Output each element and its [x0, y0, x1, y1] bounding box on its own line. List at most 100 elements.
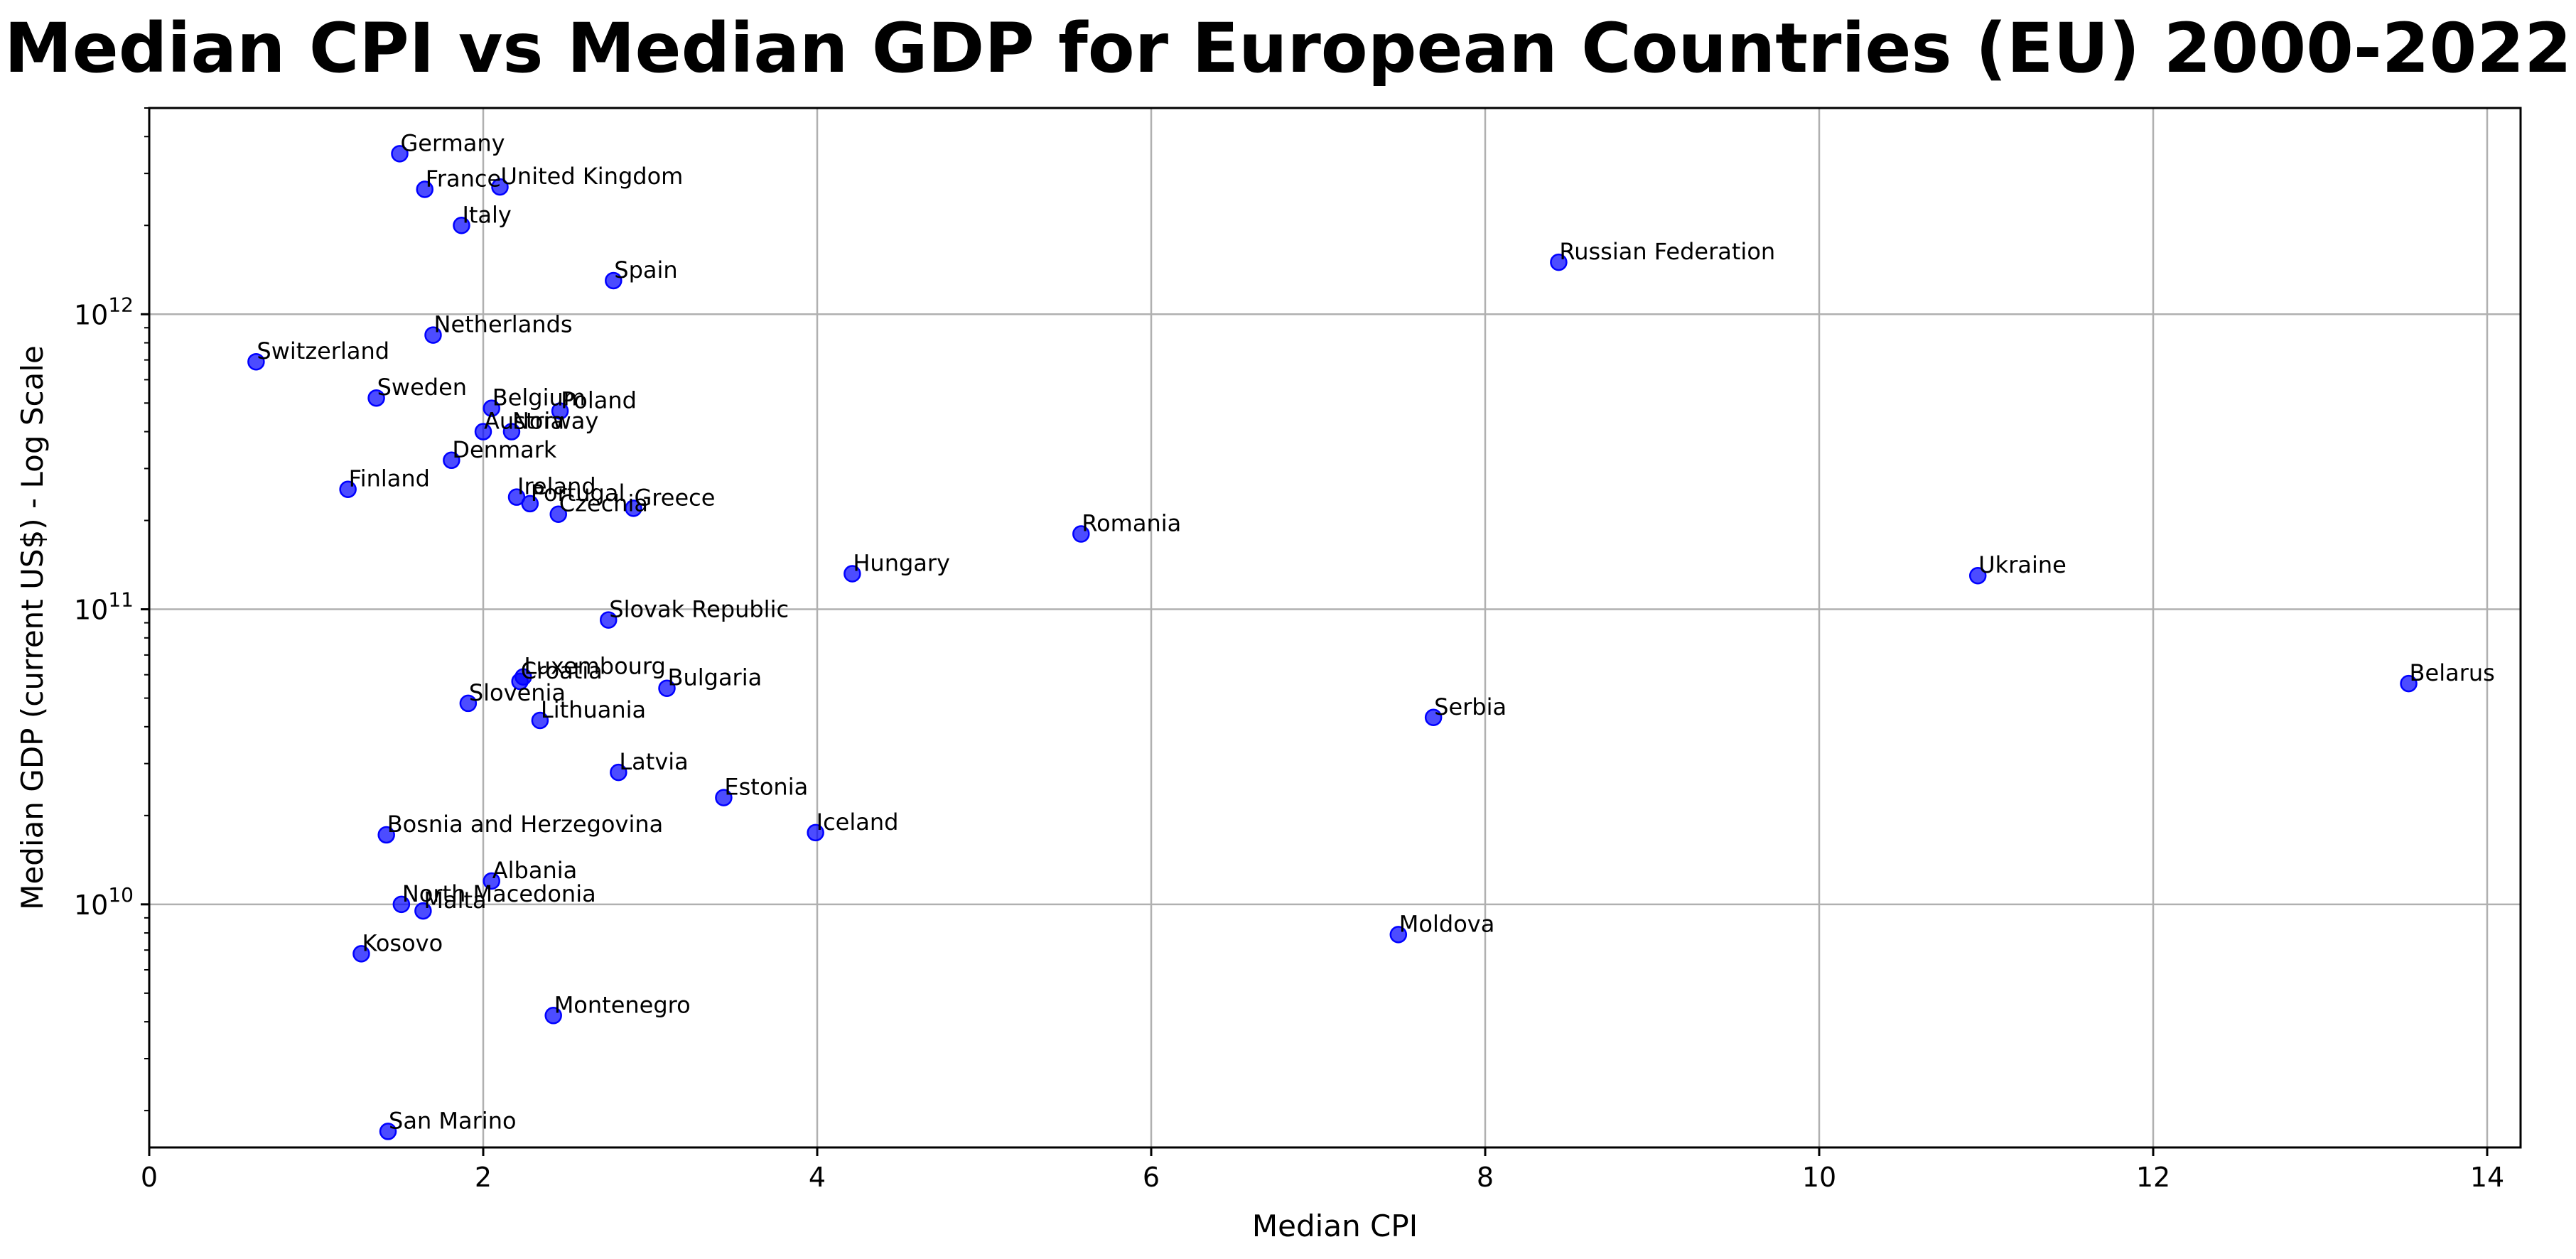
data-point-label: Montenegro — [554, 991, 691, 1018]
data-point — [502, 423, 521, 441]
data-point-label: Portugal — [531, 480, 625, 507]
data-point — [491, 178, 509, 196]
data-point-label: Lithuania — [541, 696, 646, 723]
data-point — [658, 679, 676, 697]
data-point-label: Bulgaria — [668, 664, 762, 691]
data-point — [247, 352, 265, 371]
data-point — [1550, 253, 1568, 271]
data-point-label: Germany — [401, 129, 505, 156]
data-point-label: Denmark — [452, 436, 557, 463]
data-point — [367, 389, 385, 407]
data-point-label: United Kingdom — [501, 163, 684, 190]
data-point-label: North Macedonia — [402, 880, 596, 907]
data-point — [352, 945, 370, 963]
data-point-label: Ukraine — [1978, 551, 2066, 578]
data-point-label: Netherlands — [434, 311, 573, 338]
data-point — [392, 895, 411, 914]
data-point-label: Switzerland — [257, 337, 389, 364]
data-point-label: Russian Federation — [1559, 238, 1775, 265]
data-point-label: Romania — [1082, 510, 1181, 537]
data-point-label: Spain — [614, 256, 677, 283]
data-point — [483, 872, 500, 890]
data-point-label: Belarus — [2410, 659, 2495, 686]
data-point — [424, 326, 442, 344]
data-point — [551, 402, 569, 420]
data-point — [379, 1123, 397, 1140]
x-tick-label: 12 — [2136, 1162, 2170, 1193]
data-point — [715, 789, 733, 806]
y-tick-label: 1010 — [74, 883, 134, 921]
data-point-label: Luxembourg — [524, 653, 665, 680]
data-point — [1389, 926, 1408, 944]
data-point-label: Estonia — [724, 774, 808, 801]
x-tick-label: 14 — [2470, 1162, 2504, 1193]
x-tick-label: 8 — [1477, 1162, 1494, 1193]
data-point-label: Belgium — [492, 384, 586, 411]
x-tick-label: 0 — [141, 1162, 158, 1193]
data-point — [1072, 525, 1090, 543]
data-point-label: Serbia — [1434, 693, 1507, 720]
data-point-label: Ireland — [517, 473, 596, 500]
data-point — [483, 399, 500, 417]
x-tick-label: 4 — [809, 1162, 826, 1193]
point-labels: Germany France United Kingdom Italy Spain Rus… — [257, 129, 2494, 1134]
data-point — [511, 672, 529, 691]
data-point — [443, 451, 460, 470]
data-point-label: Sweden — [377, 374, 467, 401]
chart-title: Median CPI vs Median GDP for European Co… — [4, 9, 2572, 88]
data-point — [1969, 566, 1987, 585]
data-point — [549, 505, 567, 523]
data-point — [2400, 674, 2418, 693]
data-point — [531, 711, 549, 730]
data-point-label: France — [426, 166, 501, 193]
data-point — [610, 763, 627, 782]
data-point-label: Czechia — [559, 490, 648, 517]
data-point-label: Bosnia and Herzegovina — [387, 811, 664, 838]
data-point — [377, 826, 395, 844]
data-point-label: Latvia — [619, 748, 688, 775]
data-point-label: Italy — [462, 201, 511, 228]
data-point-label: Greece — [635, 484, 716, 511]
data-point — [391, 145, 409, 163]
data-point — [1424, 708, 1443, 727]
data-point-label: Croatia — [521, 657, 603, 684]
data-point — [459, 694, 478, 713]
plot-frame — [148, 107, 2522, 1149]
data-point — [474, 423, 492, 441]
data-point-label: Norway — [512, 408, 598, 435]
data-point — [807, 823, 824, 842]
data-point-label: Slovenia — [469, 679, 566, 706]
data-point-label: Iceland — [817, 809, 899, 836]
data-points — [247, 145, 2418, 1140]
data-point — [544, 1007, 562, 1025]
data-point — [521, 495, 539, 513]
data-point — [416, 180, 433, 198]
data-point-label: Moldova — [1399, 910, 1495, 937]
data-point-label: Austria — [484, 408, 564, 435]
data-point-label: Hungary — [853, 549, 950, 576]
x-tick-label: 10 — [1802, 1162, 1836, 1193]
grid — [148, 108, 2521, 1147]
x-tick-label: 2 — [475, 1162, 492, 1193]
y-tick-label: 1011 — [74, 588, 134, 626]
data-point — [339, 480, 357, 498]
x-tick-label: 6 — [1143, 1162, 1160, 1193]
data-point-label: Albania — [492, 857, 577, 884]
y-tick-label: 1012 — [74, 293, 134, 330]
data-point — [453, 217, 470, 234]
data-point-label: Poland — [561, 387, 637, 414]
data-point-label: Finland — [349, 465, 430, 492]
data-point-label: Kosovo — [362, 929, 443, 956]
data-point-label: San Marino — [389, 1107, 517, 1134]
data-point-label: Malta — [424, 887, 486, 914]
x-axis-label: Median CPI — [1252, 1209, 1418, 1243]
data-point — [625, 499, 642, 517]
data-point-label: Slovak Republic — [609, 596, 789, 623]
data-point — [600, 611, 618, 629]
y-axis-label: Median GDP (current US$) - Log Scale — [15, 345, 50, 910]
data-point — [605, 271, 623, 290]
data-point — [844, 565, 861, 583]
data-point — [414, 902, 432, 920]
